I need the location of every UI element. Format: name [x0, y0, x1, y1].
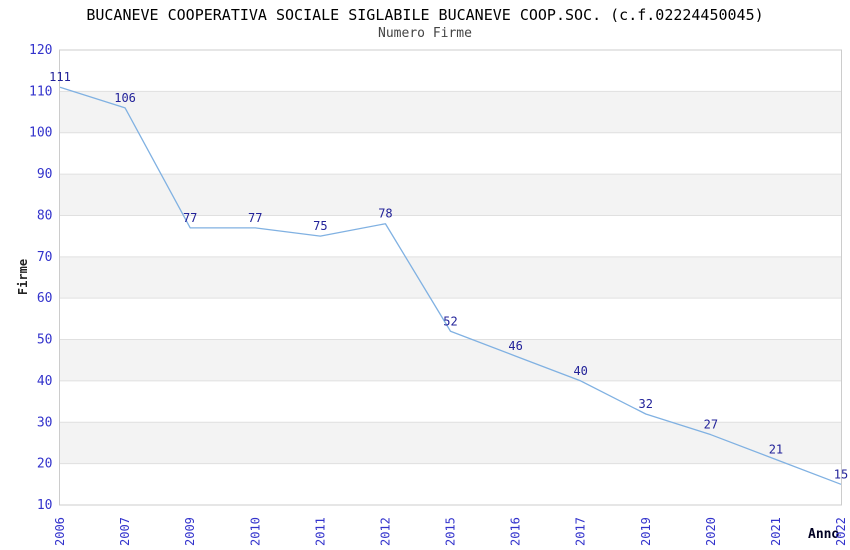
grid-band [59, 339, 842, 381]
x-tick-label: 2020 [704, 517, 718, 546]
x-tick-label: 2009 [183, 517, 197, 546]
y-tick-label: 50 [37, 333, 53, 348]
grid-band [59, 174, 842, 216]
point-label: 46 [508, 339, 522, 353]
y-tick-label: 100 [29, 126, 52, 141]
y-tick-label: 10 [37, 498, 53, 513]
y-tick-label: 60 [37, 291, 53, 306]
x-tick-label: 2006 [53, 517, 67, 546]
x-tick-label: 2016 [509, 517, 523, 546]
point-label: 32 [639, 397, 653, 411]
point-label: 27 [704, 418, 718, 432]
point-label: 21 [769, 443, 783, 457]
x-tick-label: 2011 [313, 517, 327, 546]
grid-band [59, 422, 842, 464]
grid-band [59, 91, 842, 133]
x-tick-label: 2019 [639, 517, 653, 546]
x-axis-title: Anno [808, 527, 840, 542]
x-tick-label: 2015 [444, 517, 458, 546]
plot-border [59, 49, 842, 506]
point-label: 40 [573, 364, 587, 378]
x-tick-label: 2017 [574, 517, 588, 546]
point-label: 75 [313, 219, 327, 233]
chart-title: BUCANEVE COOPERATIVA SOCIALE SIGLABILE B… [86, 6, 764, 24]
y-tick-label: 70 [37, 250, 53, 265]
point-label: 15 [834, 467, 848, 481]
y-tick-label: 30 [37, 415, 53, 430]
point-label: 77 [183, 211, 197, 225]
point-label: 77 [248, 211, 262, 225]
x-tick-label: 2007 [118, 517, 132, 546]
x-tick-label: 2012 [378, 517, 392, 546]
point-label: 52 [443, 314, 457, 328]
y-tick-label: 120 [29, 43, 52, 58]
x-tick-label: 2021 [769, 517, 783, 546]
y-tick-label: 20 [37, 457, 53, 472]
point-label: 106 [114, 91, 136, 105]
x-tick-label: 2010 [248, 517, 262, 546]
point-label: 111 [49, 70, 71, 84]
chart-subtitle: Numero Firme [378, 26, 472, 41]
grid-band [59, 256, 842, 299]
point-label: 78 [378, 207, 392, 221]
y-tick-label: 40 [37, 374, 53, 389]
y-tick-label: 90 [37, 167, 53, 182]
data-line [59, 86, 842, 485]
x-tick-label: 2022 [834, 517, 848, 546]
y-tick-label: 110 [29, 84, 52, 99]
y-tick-label: 80 [37, 208, 53, 223]
